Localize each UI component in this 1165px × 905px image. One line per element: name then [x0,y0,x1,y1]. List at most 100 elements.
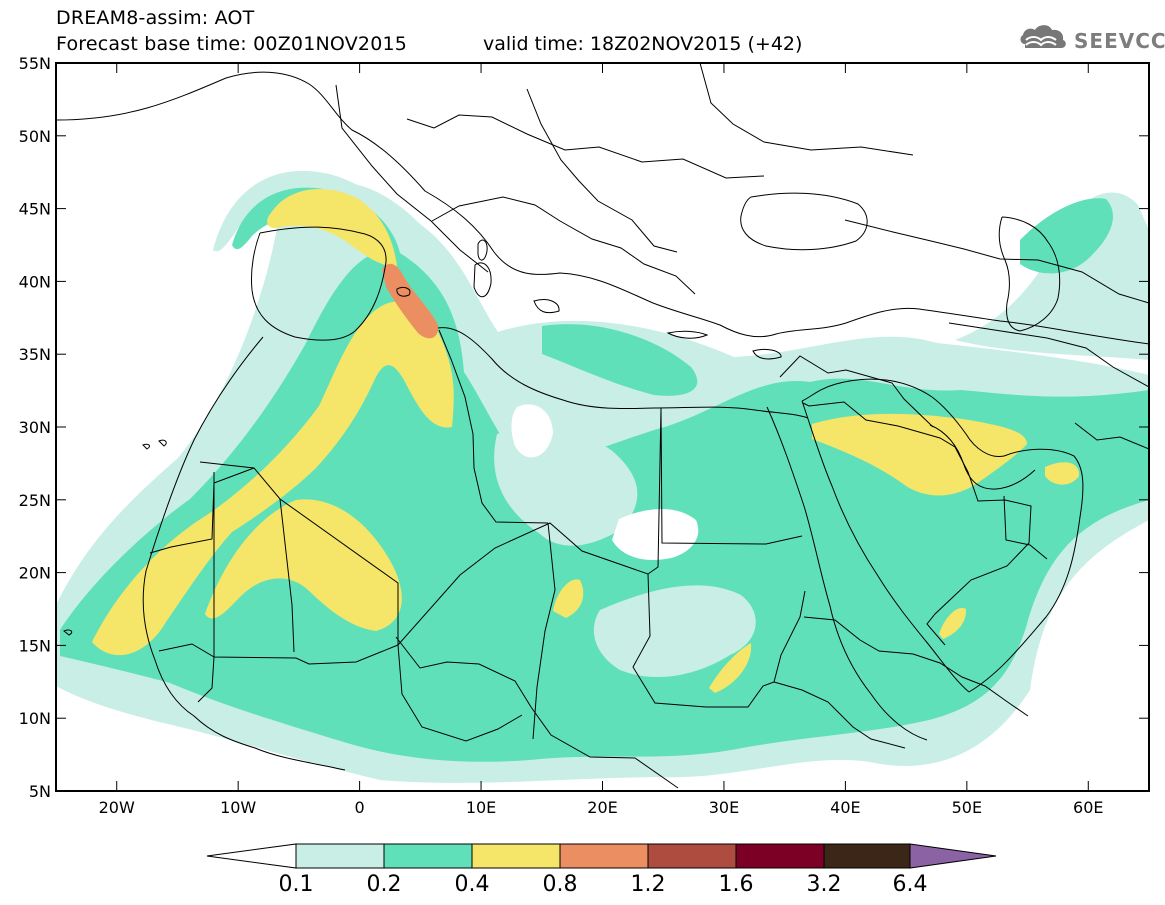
boundary-algeria-libya [438,329,549,524]
latitude-label: 15N [19,636,51,655]
coastline-caspian [998,216,1061,332]
legend-bin-0.2-0.4 [383,843,473,869]
legend-bin-1.6-3.2 [735,843,825,869]
cloud-icon [1020,25,1066,48]
boundary-europe-4 [526,88,678,253]
aot-contour-0.4-gulf [1045,462,1080,485]
coastline-europe [56,71,1149,345]
boundary-east-africa [803,616,1029,717]
island-cyprus [752,348,782,360]
aot-contour-0.2-gulf [1020,198,1113,274]
boundaries [56,63,1149,789]
aot-contour-0.8 [382,263,439,339]
coastline-redsea-west [766,406,928,741]
island-balearic [396,286,411,297]
boundary-europe-3 [335,84,489,273]
boundary-ethiopia [773,681,906,749]
latitude-label: 40N [19,272,51,291]
legend-value-3.2: 3.2 [807,872,842,897]
legend-value-6.4: 6.4 [893,872,928,897]
legend-bin-3.2-6.4 [823,843,911,869]
boundary-eurasia-1 [699,63,914,156]
aot-gap-white-north [511,404,553,458]
logo-text: SEEVCCC [1074,29,1165,53]
boundary-nigeria [397,644,523,742]
boundary-mali-algeria [279,498,295,653]
coastline-redsea-east [801,400,970,693]
legend-bin-0.4-0.8 [471,843,561,869]
boundary-europe-1 [406,114,765,179]
latitude-label: 25N [19,491,51,510]
longitude-label: 30E [709,798,739,817]
legend-value-1.6: 1.6 [719,872,754,897]
longitude-label: 40E [830,798,860,817]
forecast-base-time: Forecast base time: 00Z01NOV2015 [56,33,408,55]
island-corsica [477,239,488,261]
boundary-sudan [632,573,806,708]
island-canary-2 [158,439,167,447]
valid-time: valid time: 18Z02NOV2015 (+42) [483,33,803,55]
legend-bin-0.1-0.2 [295,843,385,869]
aot-gap-sudan [593,585,756,678]
latitude-label: 10N [19,709,51,728]
longitude-label: 60E [1073,798,1103,817]
boundary-west-africa-1 [199,461,399,665]
coastline-libya-egypt [437,327,809,419]
latitude-label: 35N [19,345,51,364]
island-crete [666,330,709,339]
aot-contour-0.4-sahara [205,499,402,631]
aot-contour-0.4-west [92,301,454,656]
legend-value-0.8: 0.8 [543,872,578,897]
legend-value-0.1: 0.1 [279,872,314,897]
legend-value-0.2: 0.2 [367,872,402,897]
seevccc-logo: SEEVCCC [1018,20,1165,60]
legend-bin-1.2-1.6 [647,843,737,869]
legend-under-arrow [206,843,297,869]
aot-contour-0.4-chad [553,579,584,618]
latitude-label: 5N [29,782,51,801]
coastline-north-africa [142,336,346,771]
longitude-label: 20W [99,798,135,817]
boundary-europe-2 [431,196,696,295]
latitude-label: 30N [19,418,51,437]
coastline-persian-gulf [929,424,1036,490]
legend-bin-0.8-1.2 [559,843,649,869]
latitude-label: 50N [19,127,51,146]
aot-contour-0.4-arabia [812,413,1027,496]
island-details [63,239,782,636]
boundary-central-asia [948,322,1149,388]
aot-contour-0.4-redsea [939,607,967,639]
coastline-arabia [801,378,1084,693]
longitude-label: 0 [355,798,365,817]
boundary-arabia [802,401,1032,646]
latitude-label: 45N [19,200,51,219]
island-canary-1 [142,443,151,450]
boundary-iran-pakistan [1074,422,1149,450]
aot-contour-0.4-sudan [709,643,752,693]
legend-value-0.4: 0.4 [455,872,490,897]
latitude-label: 55N [19,54,51,73]
product-title: DREAM8-assim: AOT [56,7,255,29]
island-sicily [533,299,560,314]
aot-fields [56,170,1149,783]
boundary-sahel-2 [395,636,679,789]
legend-value-1.2: 1.2 [631,872,666,897]
boundary-west-africa-2 [149,467,255,554]
aot-contour-0.2-med [542,324,698,396]
legend: 0.1 0.2 0.4 0.8 1.2 1.6 3.2 6.4 [206,843,997,897]
boundary-eurasia-2 [844,219,1149,304]
longitude-ticks: 20W 10W 0 10E 20E 30E 40E 50E 60E [99,63,1104,817]
boundary-senegal [158,643,215,703]
longitude-label: 50E [952,798,982,817]
boundary-oman-yemen [1003,495,1048,560]
boundary-middle-east [779,355,934,428]
latitude-ticks: 55N 50N 45N 40N 35N 30N 25N 20N 15N 10N 5N [19,54,1149,801]
aot-gap-white-center [612,508,699,560]
island-sardinia [473,262,492,298]
longitude-label: 10W [220,798,256,817]
island-cape-verde [63,629,73,636]
coastline-iberia [251,226,387,341]
longitude-label: 20E [587,798,617,817]
